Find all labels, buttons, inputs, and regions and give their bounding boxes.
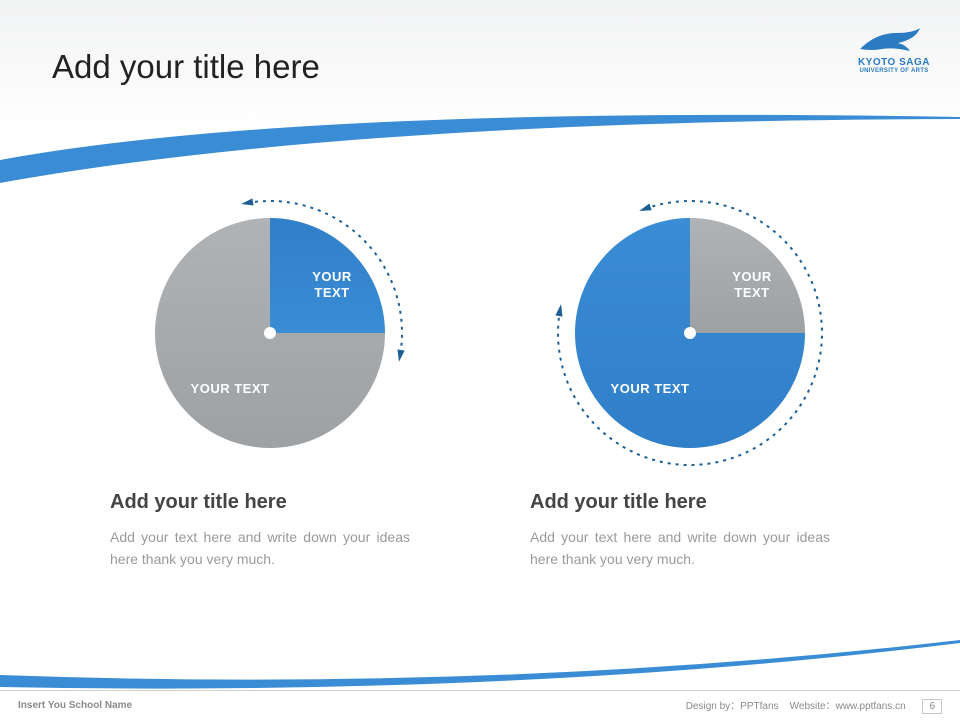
svg-text:TEXT: TEXT [734, 285, 769, 300]
chart-right: YOUR TEXT YOUR TEXT Add your title here A… [520, 195, 860, 571]
design-by-label: Design by： [686, 701, 740, 712]
logo-line1: KYOTO SAGA [858, 57, 930, 68]
chart-left: YOUR TEXT YOUR TEXT Add your title here A… [100, 195, 440, 571]
pie-chart-right: YOUR TEXT YOUR TEXT [520, 195, 860, 475]
slide: Add your title here KYOTO SAGA UNIVERSIT… [0, 0, 960, 720]
footer-bar: Insert You School Name Design by：PPTfans… [0, 690, 960, 720]
bottom-swoosh [0, 635, 960, 695]
top-swoosh [0, 105, 960, 185]
left-subtitle: Add your title here [110, 491, 440, 514]
website: www.pptfans.cn [836, 701, 906, 712]
svg-text:YOUR: YOUR [732, 269, 772, 284]
left-body: Add your text here and write down your i… [110, 526, 410, 571]
page-number: 6 [922, 699, 942, 714]
svg-text:YOUR: YOUR [312, 269, 352, 284]
svg-text:TEXT: TEXT [314, 285, 349, 300]
bird-icon [858, 25, 928, 55]
svg-text:YOUR TEXT: YOUR TEXT [611, 381, 690, 396]
charts-row: YOUR TEXTYOUR TEXT Add your title here A… [0, 195, 960, 571]
website-label: Website： [790, 701, 836, 712]
right-body: Add your text here and write down your i… [530, 526, 830, 571]
logo-line2: UNIVERSITY OF ARTS [858, 68, 930, 74]
right-subtitle: Add your title here [530, 491, 860, 514]
footer-credits: Design by：PPTfans Website：www.pptfans.cn… [686, 697, 942, 714]
page-title: Add your title here [52, 48, 320, 86]
pie-chart-left: YOUR TEXT YOUR TEXT [100, 195, 440, 475]
university-logo: KYOTO SAGA UNIVERSITY OF ARTS [858, 25, 930, 74]
design-by: PPTfans [740, 701, 778, 712]
svg-text:YOUR TEXT: YOUR TEXT [191, 381, 270, 396]
footer-school: Insert You School Name [18, 700, 132, 711]
